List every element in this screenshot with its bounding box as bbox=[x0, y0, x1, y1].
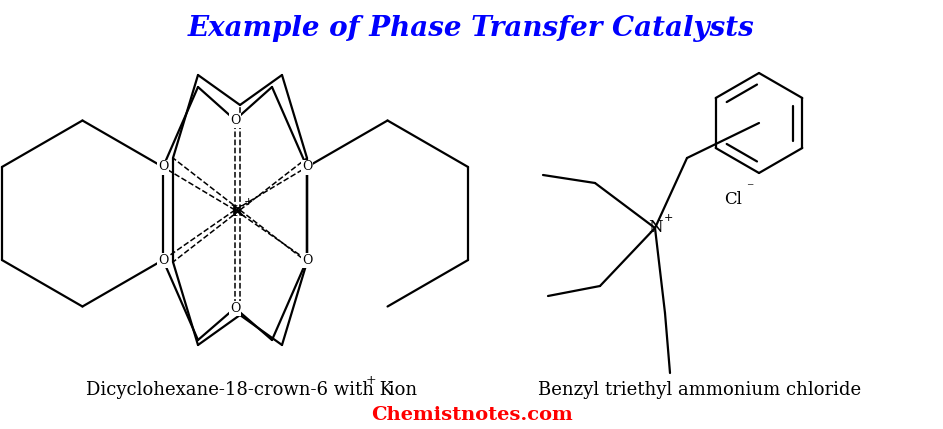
Text: +: + bbox=[663, 213, 672, 223]
Text: O: O bbox=[157, 254, 168, 266]
Text: Benzyl triethyl ammonium chloride: Benzyl triethyl ammonium chloride bbox=[538, 381, 862, 399]
Text: Cl: Cl bbox=[724, 191, 742, 208]
Text: +: + bbox=[243, 197, 253, 207]
Text: O: O bbox=[157, 160, 168, 173]
Text: O: O bbox=[302, 254, 312, 266]
Text: N: N bbox=[648, 220, 662, 236]
Text: Chemistnotes.com: Chemistnotes.com bbox=[371, 406, 572, 424]
Text: +: + bbox=[366, 374, 376, 387]
Text: O: O bbox=[230, 302, 240, 314]
Text: ion: ion bbox=[383, 381, 417, 399]
Text: O: O bbox=[230, 114, 240, 127]
Text: O: O bbox=[302, 160, 312, 173]
Text: K: K bbox=[230, 205, 243, 219]
Text: ⁻: ⁻ bbox=[746, 181, 753, 195]
Text: Dicyclohexane-18-crown-6 with K: Dicyclohexane-18-crown-6 with K bbox=[87, 381, 393, 399]
Text: Example of Phase Transfer Catalysts: Example of Phase Transfer Catalysts bbox=[188, 15, 755, 42]
